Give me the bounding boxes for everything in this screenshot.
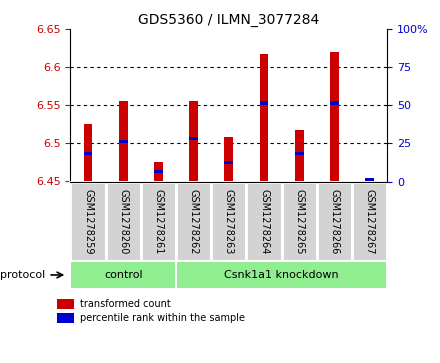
Text: control: control [104,270,143,280]
Bar [295,130,304,182]
Bar [317,182,352,261]
Bar [224,137,233,182]
Bar [154,170,163,173]
Bar [84,152,92,155]
Bar [330,52,339,182]
Text: protocol: protocol [0,270,45,280]
Bar [295,152,304,155]
Bar [57,313,74,323]
Bar [365,179,374,182]
Bar [57,299,74,309]
Bar [352,182,387,261]
Bar [260,54,268,182]
Bar [211,182,246,261]
Text: GSM1278267: GSM1278267 [365,189,374,254]
Text: percentile rank within the sample: percentile rank within the sample [81,314,246,323]
Bar [106,182,141,261]
Text: GSM1278265: GSM1278265 [294,189,304,254]
Title: GDS5360 / ILMN_3077284: GDS5360 / ILMN_3077284 [138,13,319,26]
Bar [141,182,176,261]
Text: GSM1278259: GSM1278259 [83,189,93,254]
Text: GSM1278262: GSM1278262 [189,189,198,254]
Bar [260,101,268,105]
Bar [189,137,198,140]
Bar [84,124,92,182]
Text: GSM1278264: GSM1278264 [259,189,269,254]
Bar [246,182,282,261]
Bar [119,101,128,182]
Bar [365,178,374,181]
Bar [119,139,128,143]
Bar [176,261,387,289]
Text: Csnk1a1 knockdown: Csnk1a1 knockdown [224,270,339,280]
Text: transformed count: transformed count [81,299,171,309]
Text: GSM1278266: GSM1278266 [330,189,339,254]
Text: GSM1278260: GSM1278260 [118,189,128,254]
Bar [282,182,317,261]
Text: GSM1278263: GSM1278263 [224,189,234,254]
Bar [176,182,211,261]
Text: GSM1278261: GSM1278261 [154,189,163,254]
Bar [224,161,233,164]
Bar [154,162,163,182]
Bar [330,101,339,105]
Bar [189,101,198,182]
Bar [70,261,176,289]
Bar [70,182,106,261]
